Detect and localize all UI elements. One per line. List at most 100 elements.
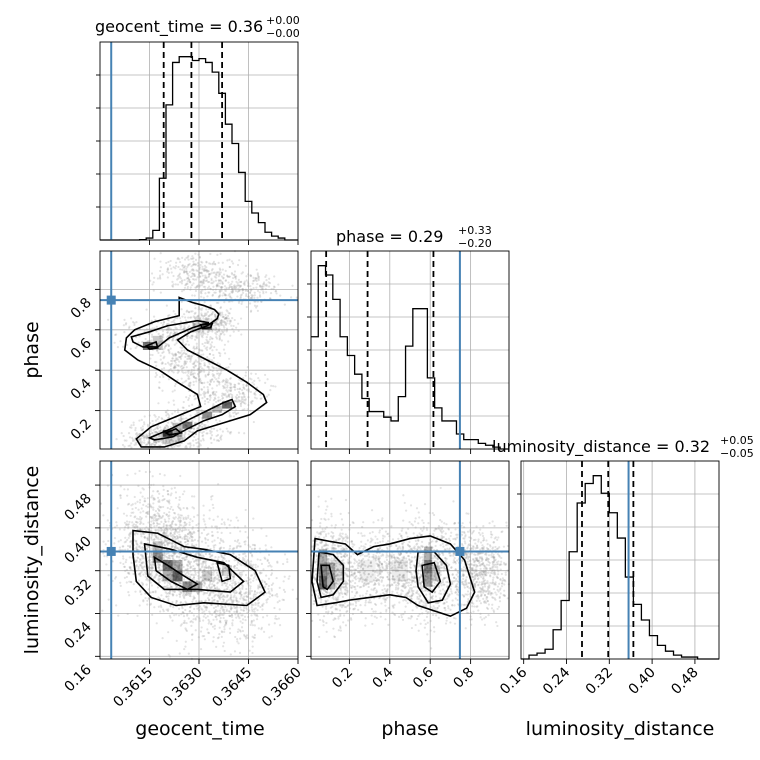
scatter-point [216,433,220,437]
scatter-point [161,389,164,392]
scatter-point [175,363,178,367]
scatter-point [228,583,232,587]
scatter-point [175,639,178,642]
scatter-point [228,413,231,417]
scatter-point [424,622,427,626]
scatter-point [179,601,182,605]
scatter-point [278,623,282,627]
scatter-point [172,516,175,519]
scatter-point [215,527,219,530]
scatter-point [202,439,205,442]
scatter-point [214,397,217,400]
scatter-point [259,393,262,397]
scatter-point [225,309,228,312]
scatter-point [130,446,133,449]
scatter-point [199,333,202,336]
scatter-point [204,564,208,567]
scatter-point [169,494,172,497]
scatter-point [171,359,174,363]
scatter-point [155,524,158,527]
scatter-point [282,588,286,591]
scatter-point [241,586,244,589]
scatter-point [156,349,159,352]
scatter-point [165,608,168,611]
scatter-point [161,373,164,376]
scatter-point [211,530,214,534]
scatter-point [209,556,212,559]
scatter-point [250,295,254,298]
scatter-point [174,353,177,356]
scatter-point [223,343,227,346]
scatter-point [174,312,177,316]
scatter-point [168,368,171,372]
scatter-point [125,558,128,561]
scatter-point [138,558,142,561]
scatter-point [217,377,220,380]
scatter-point [211,310,214,314]
scatter-point [129,539,133,543]
scatter-point [218,336,221,339]
scatter-point [236,526,240,529]
x-tick-label: 0.3645 [209,665,255,711]
scatter-point [168,264,172,267]
scatter-point [243,540,246,544]
hist-panel-geocent_time [96,41,299,245]
scatter-point [183,270,186,273]
scatter-point [173,331,176,335]
scatter-point [197,526,200,530]
scatter-point [152,522,155,525]
scatter-point [250,589,254,593]
scatter-point [212,288,215,291]
scatter-point [212,518,215,521]
scatter-point [212,573,215,576]
scatter-point [217,483,220,486]
scatter-point [249,291,252,295]
scatter-point [247,544,250,547]
scatter-point [158,577,162,581]
scatter-point [190,566,193,569]
scatter-point [178,273,181,277]
scatter-point [184,371,187,374]
scatter-point [198,619,202,623]
scatter-point [171,600,174,604]
scatter-point [254,390,258,393]
scatter-point [237,382,240,385]
scatter-point [202,315,205,318]
scatter-point [230,324,233,327]
scatter-point [257,604,260,607]
scatter-point [216,322,219,325]
scatter-point [183,258,187,261]
scatter-point [215,274,218,277]
scatter-point [189,518,192,521]
scatter-point [190,334,193,338]
scatter-point [235,275,238,278]
scatter-point [454,597,457,600]
scatter-point [217,372,220,375]
scatter-point [256,272,259,275]
scatter-point [265,583,268,586]
scatter-point [256,565,260,568]
scatter-point [199,369,202,372]
scatter-point [203,269,207,272]
scatter-point [273,275,276,278]
scatter-point [180,416,183,420]
scatter-point [213,610,216,614]
scatter-point [210,441,213,445]
scatter-point [193,435,196,439]
scatter-point [230,615,234,619]
scatter-point [163,497,166,501]
scatter-point [209,380,213,383]
scatter-point [136,614,139,617]
scatter-point [251,399,254,403]
histogram-phase [311,265,509,450]
scatter-point [197,571,200,574]
scatter-point [193,274,196,278]
scatter-point [162,333,165,336]
scatter-point [274,290,277,293]
scatter-point [167,592,170,595]
scatter-point [217,275,220,278]
scatter-point [221,605,224,608]
scatter-point [374,535,377,538]
scatter-point [188,521,191,524]
scatter-point [256,608,259,612]
